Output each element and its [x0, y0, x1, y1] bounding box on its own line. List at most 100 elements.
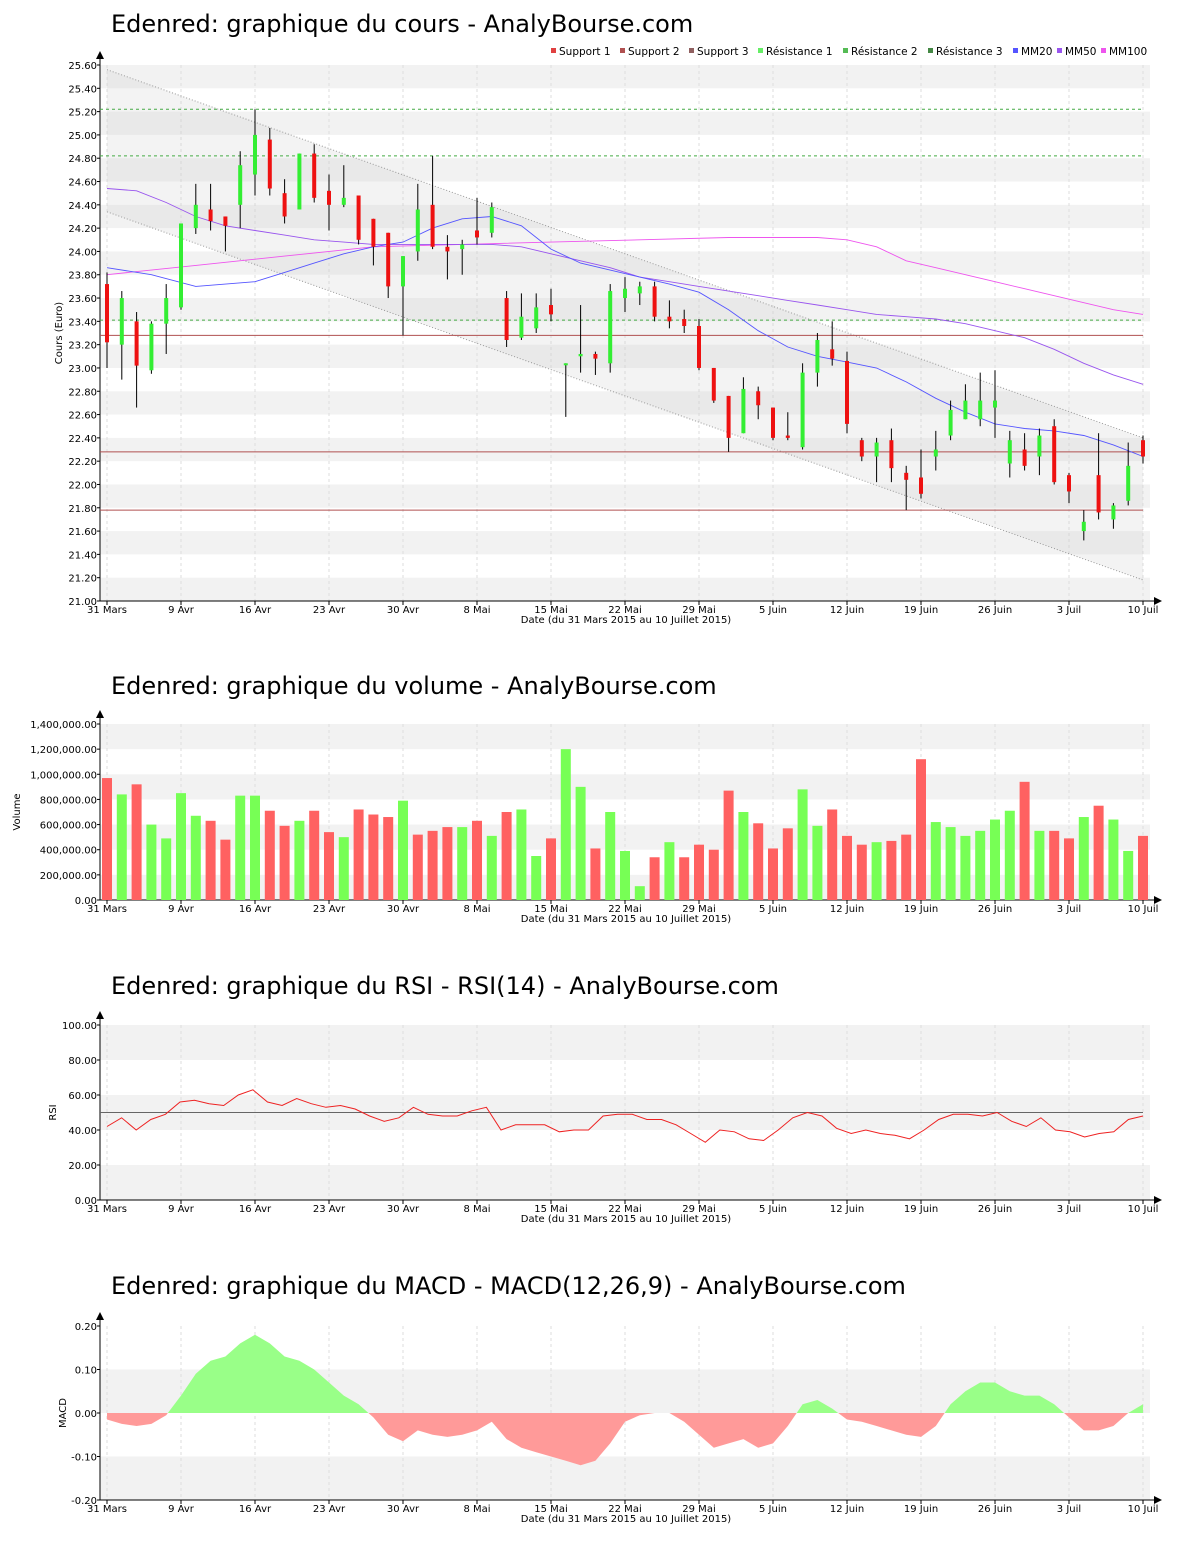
volume-bar — [368, 814, 379, 900]
candle-body — [800, 372, 805, 448]
y-tick-label: 80.00 — [68, 1056, 97, 1067]
y-axis-label: Volume — [12, 793, 23, 830]
x-tick-label: 19 Juin — [904, 605, 938, 616]
volume-chart-title: Edenred: graphique du volume - AnalyBour… — [111, 672, 717, 700]
price-panel: Edenred: graphique du cours - AnalyBours… — [0, 0, 1200, 640]
volume-bar — [768, 848, 778, 900]
candle-body — [845, 360, 849, 424]
x-axis-label: Date (du 31 Mars 2015 au 10 Juillet 2015… — [521, 615, 732, 626]
volume-bar — [190, 815, 201, 900]
volume-bar — [1064, 838, 1074, 900]
volume-bar — [457, 827, 468, 900]
candle-body — [948, 409, 953, 436]
volume-bar — [338, 837, 349, 900]
candle-body — [386, 232, 391, 287]
x-tick-label: 5 Juin — [759, 1204, 787, 1215]
x-tick-label: 16 Avr — [239, 1204, 272, 1215]
legend-swatch — [1013, 48, 1018, 53]
volume-bar — [945, 827, 956, 900]
legend-swatch — [928, 48, 933, 53]
y-axis-arrow — [96, 1011, 104, 1019]
candle-body — [504, 298, 509, 340]
candle-body — [608, 291, 613, 364]
volume-bar — [294, 820, 305, 900]
macd-chart-title: Edenred: graphique du MACD - MACD(12,26,… — [111, 1272, 906, 1300]
x-tick-label: 16 Avr — [239, 904, 272, 915]
volume-bar — [161, 838, 172, 900]
x-tick-label: 19 Juin — [904, 904, 938, 915]
x-tick-label: 16 Avr — [239, 605, 272, 616]
x-axis-arrow — [1154, 896, 1162, 904]
volume-bar — [605, 812, 616, 900]
x-tick-label: 23 Avr — [313, 1204, 346, 1215]
y-tick-label: 0.20 — [75, 1322, 97, 1333]
y-tick-label: 25.00 — [68, 131, 97, 142]
y-tick-label: 22.40 — [68, 434, 97, 445]
volume-bar — [1019, 781, 1030, 900]
x-tick-label: 12 Juin — [830, 1504, 864, 1515]
volume-bar — [975, 830, 986, 900]
candle-body — [859, 440, 864, 457]
y-tick-label: 21.80 — [68, 504, 97, 515]
channel-lower-line — [106, 211, 1144, 581]
x-tick-label: 22 Mai — [608, 904, 641, 915]
legend-swatch — [689, 48, 694, 53]
volume-bar — [960, 835, 971, 900]
candle-body — [919, 477, 923, 494]
y-tick-label: 25.20 — [68, 108, 97, 119]
candle-body — [282, 193, 287, 217]
volume-bar — [782, 828, 793, 900]
candle-body — [312, 153, 317, 198]
candle-body — [327, 190, 331, 205]
x-tick-label: 19 Juin — [904, 1504, 938, 1515]
volume-bar — [531, 856, 542, 900]
volume-bar — [279, 825, 290, 900]
legend-label: MM50 — [1065, 46, 1096, 58]
y-tick-label: 100.00 — [62, 1021, 97, 1032]
candle-body — [697, 326, 701, 368]
volume-bar — [176, 793, 186, 900]
x-tick-label: 12 Juin — [830, 605, 864, 616]
volume-bar — [1138, 835, 1148, 900]
x-tick-label: 5 Juin — [759, 605, 787, 616]
y-tick-label: 200,000.00 — [40, 871, 97, 882]
volume-bar — [1123, 850, 1134, 900]
volume-bar — [501, 812, 512, 900]
x-tick-label: 3 Juil — [1057, 1504, 1081, 1515]
candle-body — [874, 442, 879, 457]
x-tick-label: 15 Mai — [534, 904, 567, 915]
x-tick-label: 30 Avr — [387, 1504, 420, 1515]
candle-body — [253, 134, 257, 175]
x-tick-label: 15 Mai — [534, 1504, 567, 1515]
x-tick-label: 3 Juil — [1057, 904, 1081, 915]
candle-body — [208, 209, 213, 222]
x-tick-label: 12 Juin — [830, 1204, 864, 1215]
volume-bar — [930, 822, 941, 900]
candle-body — [164, 298, 169, 324]
legend-swatch — [758, 48, 763, 53]
volume-bar — [723, 790, 734, 900]
y-tick-label: -0.10 — [71, 1453, 97, 1464]
candle-body — [933, 449, 938, 457]
candle-body — [993, 400, 997, 408]
price-chart: 21.00 21.20 21.40 21.60 21.80 22.00 22.20 22.40… — [54, 46, 1162, 626]
y-tick-label: 0.00 — [75, 1409, 97, 1420]
rsi-chart-title: Edenred: graphique du RSI - RSI(14) - An… — [111, 972, 779, 1000]
candle-body — [785, 435, 790, 438]
grid-band — [100, 65, 1150, 89]
volume-bar — [1093, 805, 1104, 900]
candle-body — [1022, 449, 1027, 466]
volume-bar — [753, 823, 764, 900]
legend-label: Résistance 3 — [936, 46, 1003, 58]
x-tick-label: 29 Mai — [682, 605, 715, 616]
volume-bar — [427, 830, 438, 900]
candle-body — [549, 305, 553, 315]
volume-bar — [205, 820, 216, 900]
grid-band — [100, 111, 1150, 135]
volume-bar — [560, 749, 571, 900]
y-tick-label: 1,000,000.00 — [30, 770, 97, 781]
candle-body — [1081, 521, 1086, 532]
x-tick-label: 31 Mars — [87, 1504, 127, 1515]
x-axis-label: Date (du 31 Mars 2015 au 10 Juillet 2015… — [521, 1514, 732, 1525]
candle-body — [119, 298, 124, 345]
